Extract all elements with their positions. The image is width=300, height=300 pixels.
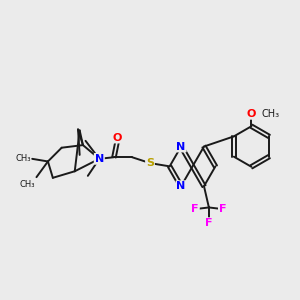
Text: N: N bbox=[95, 154, 104, 164]
Text: F: F bbox=[191, 204, 199, 214]
Text: F: F bbox=[205, 218, 213, 228]
Text: O: O bbox=[247, 109, 256, 119]
Text: O: O bbox=[112, 133, 122, 142]
Text: S: S bbox=[146, 158, 154, 168]
Text: N: N bbox=[176, 142, 186, 152]
Text: N: N bbox=[176, 181, 186, 191]
Text: CH₃: CH₃ bbox=[262, 109, 280, 119]
Text: F: F bbox=[219, 204, 226, 214]
Text: CH₃: CH₃ bbox=[15, 154, 31, 163]
Text: CH₃: CH₃ bbox=[19, 180, 35, 189]
